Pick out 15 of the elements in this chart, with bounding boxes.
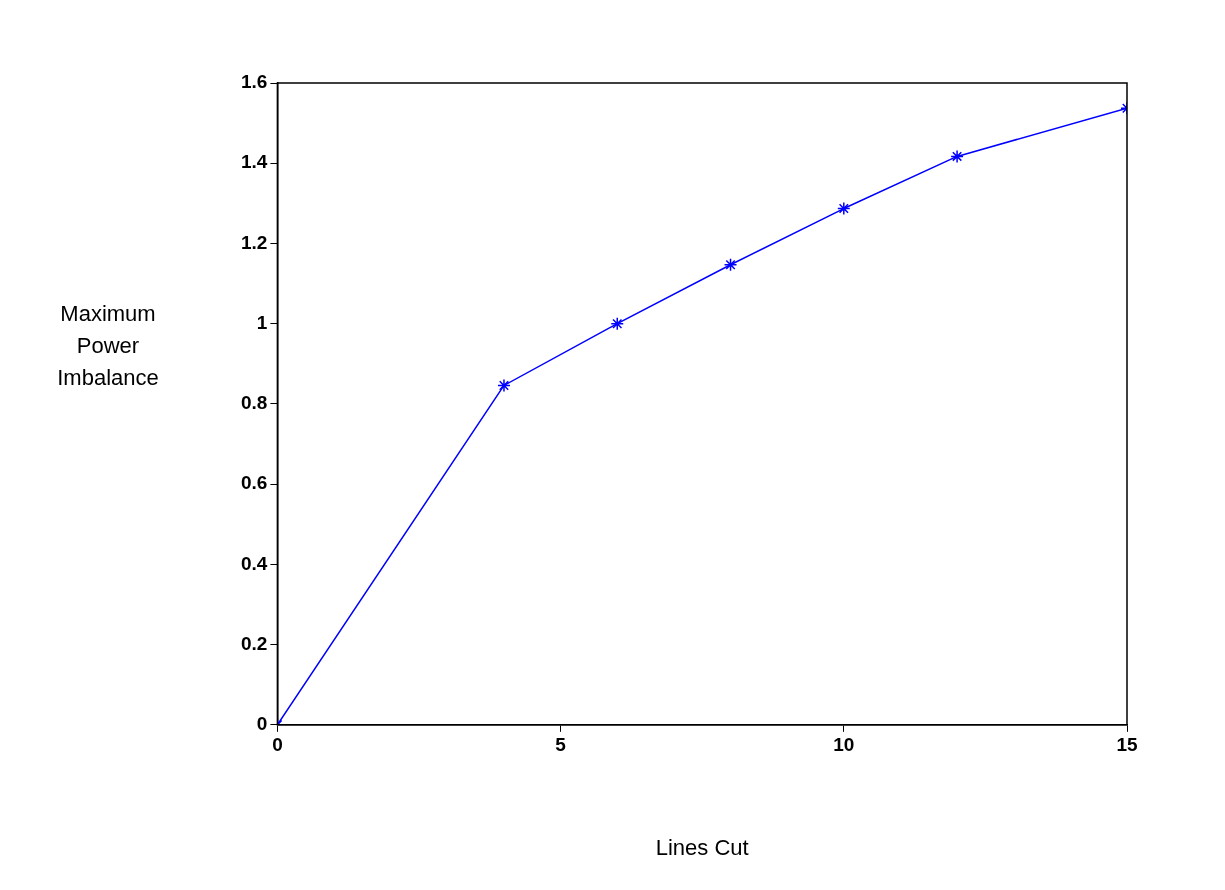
y-tick-label: 0 bbox=[256, 713, 268, 735]
x-axis-title: Lines Cut bbox=[655, 834, 749, 860]
y-tick-label: 0.2 bbox=[240, 632, 268, 654]
x-tick-label: 5 bbox=[555, 734, 567, 756]
y-axis-title: Maximum Power Imbalance bbox=[56, 300, 160, 392]
y-tick-label: 1.4 bbox=[240, 151, 268, 173]
y-tick-label: 0.8 bbox=[240, 392, 268, 414]
y-tick-label: 1 bbox=[256, 311, 268, 333]
x-tick-label: 10 bbox=[833, 734, 855, 756]
y-tick-label: 1.2 bbox=[240, 231, 268, 253]
y-tick-label: 0.6 bbox=[240, 472, 268, 494]
y-tick-label: 1.6 bbox=[240, 71, 268, 93]
x-tick-label: 0 bbox=[272, 734, 283, 756]
x-tick-label: 15 bbox=[1116, 734, 1138, 756]
y-tick-label: 0.4 bbox=[240, 552, 268, 574]
